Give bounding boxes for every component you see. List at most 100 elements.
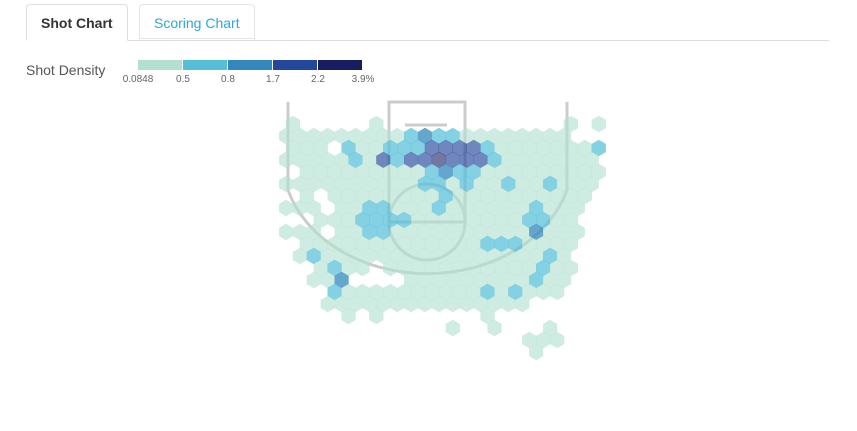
hex-bin: [383, 139, 398, 157]
hex-bin: [355, 187, 370, 205]
hex-bin: [549, 211, 565, 229]
hex-bin: [501, 127, 516, 145]
hex-bin: [494, 235, 509, 253]
legend-tick: 1.7: [266, 74, 280, 85]
hex-bin: [536, 259, 551, 277]
hex-bin: [431, 199, 446, 217]
hex-bin: [480, 211, 495, 229]
hex-bin: [459, 199, 474, 217]
hex-bin: [355, 163, 370, 181]
hex-bin: [348, 199, 363, 217]
hex-bin: [327, 163, 342, 181]
hex-bin: [327, 211, 342, 229]
hex-bin: [362, 127, 377, 145]
hex-bin: [556, 175, 572, 193]
hex-bin: [369, 163, 384, 181]
hex-bin: [376, 127, 391, 145]
hex-bin: [390, 199, 405, 217]
legend-swatch: [228, 60, 272, 70]
hex-bin: [313, 211, 328, 229]
hex-bin: [445, 271, 460, 289]
hex-bin: [494, 163, 509, 181]
hex-bin: [438, 211, 453, 229]
hex-bin: [341, 163, 356, 181]
hex-bin: [438, 259, 453, 277]
hex-bin: [341, 211, 356, 229]
hex-bin: [522, 163, 537, 181]
hex-bin: [549, 283, 565, 301]
hex-bin: [285, 115, 301, 133]
hex-bin: [522, 187, 537, 205]
hex-bin: [473, 223, 488, 241]
hex-bin: [306, 271, 321, 289]
hex-bin: [522, 235, 537, 253]
hex-bin: [334, 127, 349, 145]
hex-bin: [404, 271, 419, 289]
hex-bin: [404, 175, 419, 193]
hex-bin: [320, 247, 335, 265]
hex-bin: [459, 271, 474, 289]
hex-bin: [383, 163, 398, 181]
hex-bin: [459, 223, 474, 241]
legend-tick: 2.2: [311, 74, 325, 85]
legend-tick: 3.9%: [351, 74, 375, 85]
legend-tick: 0.8: [221, 74, 235, 85]
hex-bin: [445, 223, 460, 241]
hex-bin: [473, 247, 488, 265]
hex-bin: [466, 163, 481, 181]
hex-bin: [362, 247, 377, 265]
hex-bin: [369, 139, 384, 157]
hex-bin: [522, 139, 537, 157]
hex-bin: [355, 235, 370, 253]
hex-bin: [508, 163, 523, 181]
hex-bin: [341, 187, 356, 205]
hex-bin: [410, 187, 426, 205]
hex-bin: [515, 127, 530, 145]
hex-bin: [570, 151, 585, 169]
hex-bin: [536, 283, 551, 301]
legend-tick: 0.0848: [122, 74, 154, 85]
hex-bin: [445, 127, 460, 145]
hex-bin: [473, 151, 488, 169]
hex-bin: [536, 187, 551, 205]
legend-swatch: [138, 60, 182, 70]
hex-bin: [487, 151, 502, 169]
hex-bin: [355, 211, 370, 229]
hex-bin: [390, 295, 405, 313]
hex-bin: [452, 163, 467, 181]
hex-bin: [292, 199, 307, 217]
hex-bin: [494, 211, 509, 229]
hex-bin: [549, 139, 565, 157]
hex-bin: [431, 271, 446, 289]
hex-bin: [376, 223, 391, 241]
hex-bin: [529, 151, 544, 169]
hex-bin: [313, 163, 328, 181]
hex-bin: [383, 283, 398, 301]
hex-bin: [397, 163, 412, 181]
hex-bin: [306, 175, 321, 193]
hex-bin: [348, 247, 363, 265]
hex-bin: [501, 175, 516, 193]
hex-bin: [313, 139, 328, 157]
hex-bin: [355, 283, 370, 301]
hex-bin: [459, 247, 474, 265]
tab-shot-chart[interactable]: Shot Chart: [26, 4, 128, 41]
hex-bin: [369, 307, 384, 325]
tab-scoring-chart[interactable]: Scoring Chart: [139, 4, 255, 39]
hex-bin: [424, 283, 440, 301]
hex-bin: [515, 199, 530, 217]
hex-bin: [570, 175, 585, 193]
hex-bin: [487, 319, 502, 337]
hex-bin: [501, 223, 516, 241]
hex-bin: [362, 151, 377, 169]
hex-bin: [334, 271, 349, 289]
hex-bin: [431, 151, 446, 169]
hex-bin: [417, 199, 433, 217]
hex-bin: [292, 223, 307, 241]
hex-bin: [473, 199, 488, 217]
hex-bin: [452, 187, 467, 205]
hex-bin: [508, 235, 523, 253]
hex-bin: [376, 175, 391, 193]
hex-bin: [341, 235, 356, 253]
